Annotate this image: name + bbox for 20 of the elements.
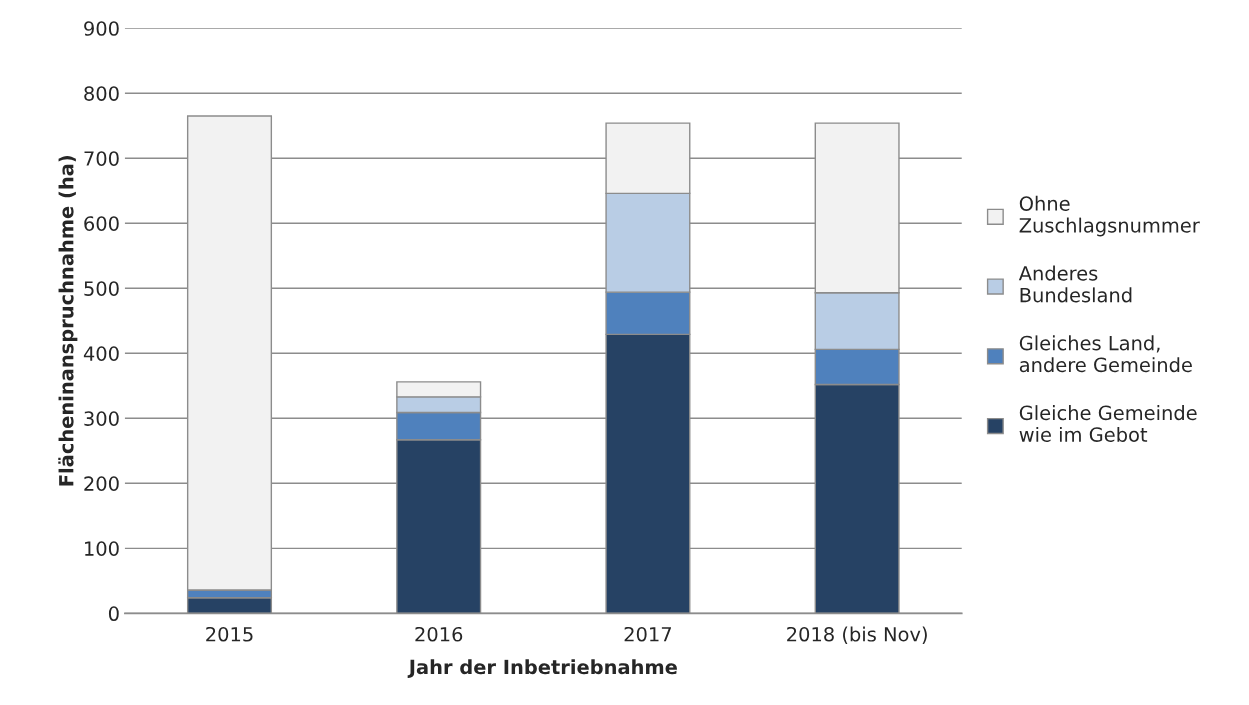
y-tick-label: 0	[108, 606, 119, 622]
y-tick-label: 200	[84, 476, 119, 491]
x-tick-label: 2016	[415, 626, 463, 642]
y-tick-label: 100	[85, 541, 119, 556]
y-tick-label: 400	[83, 346, 119, 361]
y-tick-label: 600	[84, 216, 119, 231]
legend-label: Anderes Bundesland	[1018, 265, 1132, 303]
x-tick-label: 2017	[624, 626, 671, 642]
y-tick-label: 300	[84, 411, 119, 426]
x-tick-label: 2015	[206, 626, 253, 642]
y-axis-title: Flächeninanspruchnahme (ha)	[58, 155, 78, 486]
x-tick-label: 2018 (bis Nov)	[787, 626, 927, 644]
legend-label: Ohne Zuschlagsnummer	[1019, 195, 1200, 237]
legend-label: Gleiches Land, andere Gemeinde	[1019, 335, 1192, 373]
legend-label: Gleiche Gemeinde wie im Gebot	[1019, 405, 1197, 442]
x-axis-title: Jahr der Inbetriebnahme	[407, 659, 677, 678]
y-tick-label: 700	[84, 151, 119, 166]
y-tick-label: 900	[84, 21, 119, 36]
y-tick-label: 500	[84, 281, 119, 296]
y-tick-label: 800	[84, 86, 119, 101]
